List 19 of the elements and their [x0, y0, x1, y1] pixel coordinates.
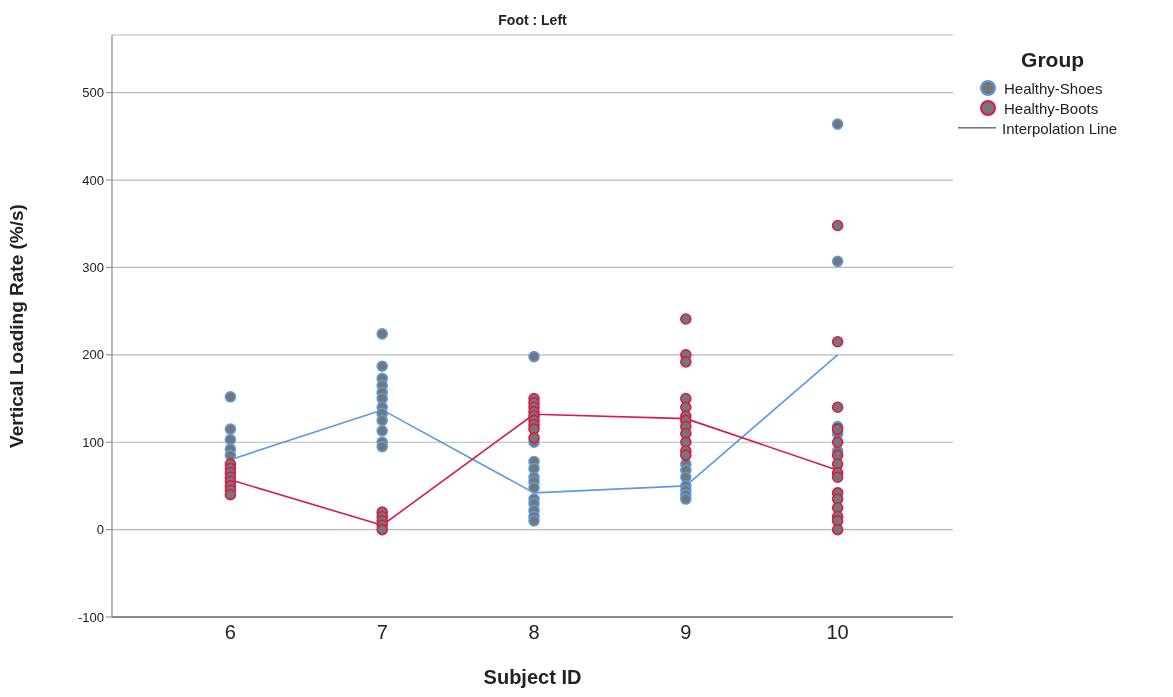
y-tick-label: 200: [82, 347, 104, 363]
x-tick-label: 9: [680, 621, 692, 644]
chart-title: Foot : Left: [497, 12, 568, 28]
y-tick-label: 300: [82, 260, 104, 276]
x-tick-label: 6: [224, 621, 236, 644]
y-tick-label: 500: [82, 85, 104, 101]
y-tick-label: 0: [96, 522, 104, 538]
text: Interpolation Line: [1002, 119, 1118, 137]
y-tick-label: 100: [82, 434, 104, 450]
y-tick-label: -100: [77, 609, 104, 625]
legend-label: Healthy-Shoes: [1004, 79, 1103, 97]
x-axis-title: Subject ID: [483, 666, 582, 688]
legend-title: Group: [1020, 48, 1086, 72]
x-tick-label: 8: [528, 621, 540, 644]
x-tick-label: 7: [376, 621, 388, 644]
y-tick-label: 400: [82, 172, 104, 188]
y-axis-title: Vertical Loading Rate (%/s): [5, 204, 27, 448]
x-tick-label: 10: [826, 621, 849, 644]
legend-label: Healthy-Boots: [1004, 99, 1099, 117]
